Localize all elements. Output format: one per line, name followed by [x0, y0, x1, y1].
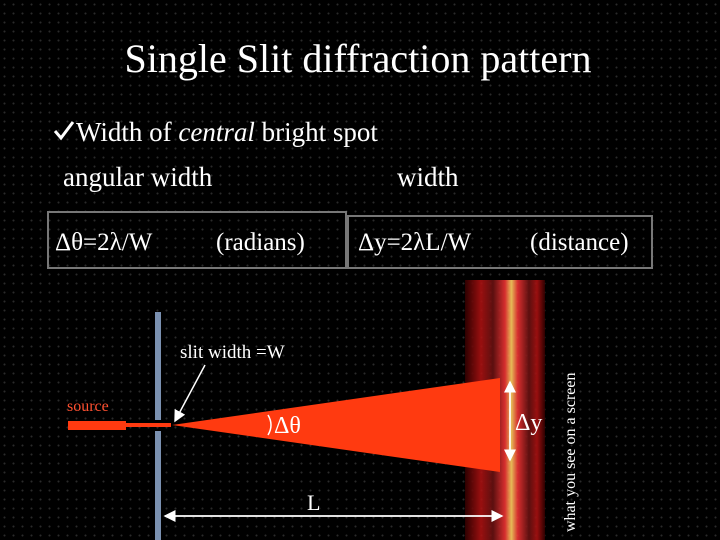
- formula: Δy=2λL/W: [358, 229, 472, 256]
- angle-arc: [267, 414, 272, 436]
- formula-box: [47, 211, 347, 269]
- formula-box: [347, 215, 653, 269]
- distance-label: L: [307, 490, 320, 515]
- spread-label: Δy: [515, 410, 542, 436]
- formula: Δθ=2λ/W: [55, 229, 153, 256]
- slit-wall: [155, 431, 161, 540]
- check-bullet: [53, 121, 75, 141]
- source-beam: [68, 421, 126, 430]
- source-label: source: [67, 398, 109, 415]
- label-right: width: [397, 162, 459, 192]
- screen-caption: what you see on a screen: [562, 373, 579, 533]
- slit-pointer: [174, 364, 206, 423]
- formula-unit: (distance): [530, 229, 629, 256]
- formula-unit: (radians): [216, 229, 305, 256]
- title: Single Slit diffraction pattern: [125, 36, 592, 81]
- angle-label: Δθ: [274, 413, 301, 439]
- bullet-part: bright spot: [262, 117, 379, 147]
- bullet-text: Width of central bright spot: [76, 117, 378, 147]
- slit-wall: [155, 312, 161, 420]
- source-beam: [126, 423, 171, 427]
- label-left: angular width: [63, 162, 213, 192]
- bullet-part: Width of: [76, 117, 172, 147]
- diffraction-cone: [172, 378, 500, 472]
- slit-label: slit width =W: [180, 342, 285, 363]
- bullet-emphasis: central: [178, 117, 254, 147]
